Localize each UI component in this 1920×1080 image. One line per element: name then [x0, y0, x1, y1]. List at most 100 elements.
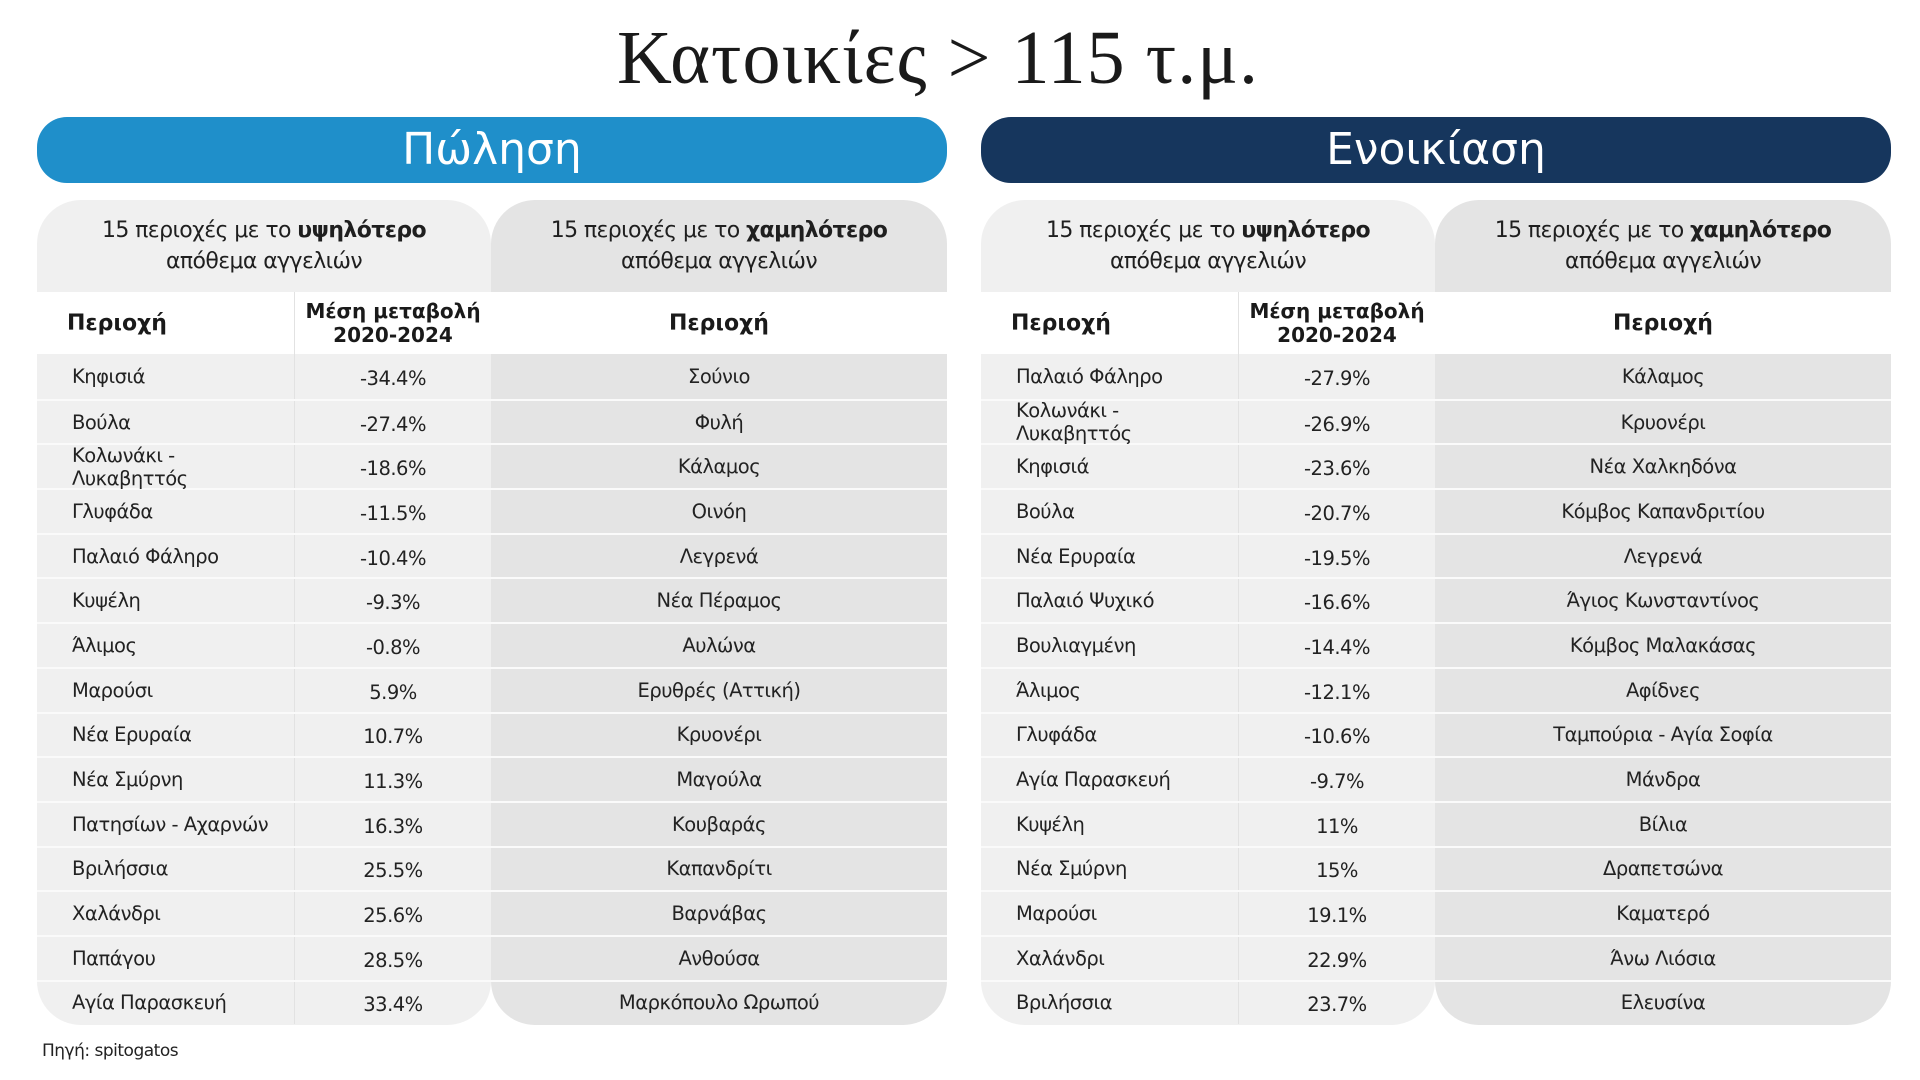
table-body: Κηφισιά -34.4% Βούλα -27.4% Κολωνάκι - Λυκαβ…	[37, 354, 491, 1025]
table-row: Λεγρενά	[491, 532, 947, 578]
average-change-value: -34.4%	[360, 366, 426, 390]
average-change-value: -27.9%	[1304, 366, 1370, 390]
average-change-value: 25.5%	[363, 859, 423, 883]
area-name: Άλιμος	[37, 624, 295, 667]
heading-prefix: 15 περιοχές με το	[1045, 218, 1242, 243]
area-name: Κάλαμος	[1621, 364, 1705, 388]
average-change-value: 25.6%	[363, 904, 423, 928]
column-header-change: Μέση μεταβολή 2020-2024	[295, 292, 491, 354]
average-change-value: -9.3%	[365, 591, 421, 615]
table-row: Κρυονέρι	[1435, 398, 1891, 444]
area-name: Παλαιό Ψυχικό	[981, 579, 1239, 623]
average-change-value: -0.8%	[365, 635, 421, 659]
table-body: Κάλαμος Κρυονέρι Νέα Χαλκηδόνα Κόμβος Καπαν…	[1435, 354, 1891, 1024]
column-header-row: Περιοχή	[491, 292, 947, 354]
rent-highest-stock-card: 15 περιοχές με το υψηλότερο απόθεμα αγγε…	[981, 200, 1435, 1025]
table-row: Οινόη	[491, 488, 947, 533]
average-change-value: -27.4%	[360, 412, 426, 436]
area-name: Αγία Παρασκευή	[981, 758, 1239, 801]
average-change-value: 10.7%	[363, 725, 423, 749]
source-note: Πηγή: spitogatos	[42, 1041, 179, 1061]
area-name: Αυλώνα	[682, 633, 756, 657]
area-name: Νέα Ερυραία	[37, 713, 295, 757]
table-row: Βούλα -20.7%	[981, 488, 1435, 533]
column-header-row: Περιοχή Μέση μεταβολή 2020-2024	[981, 292, 1435, 354]
area-name: Μαρούσι	[37, 668, 295, 712]
area-name: Παπάγου	[37, 936, 295, 980]
table-row: Αγία Παρασκευή -9.7%	[981, 756, 1435, 801]
table-row: Παπάγου 28.5%	[37, 934, 491, 980]
table-row: Καματερό	[1435, 890, 1891, 935]
heading-prefix: 15 περιοχές με το	[1494, 218, 1690, 243]
area-name: Μαρούσι	[981, 892, 1239, 935]
table-row: Άνω Λιόσια	[1435, 934, 1891, 980]
table-row: Κολωνάκι - Λυκαβηττός -26.9%	[981, 398, 1435, 445]
table-row: Μάνδρα	[1435, 756, 1891, 801]
area-name: Κυψέλη	[981, 802, 1239, 846]
table-body: Σούνιο Φυλή Κάλαμος Οινόη Λεγρενά Νέα Πέραμος…	[491, 354, 947, 1024]
area-name: Κόμβος Μαλακάσας	[1569, 633, 1757, 657]
area-name: Κάλαμος	[677, 455, 761, 479]
table-row: Άλιμος -12.1%	[981, 666, 1435, 712]
table-row: Ελευσίνα	[1435, 979, 1891, 1025]
average-change-value: -12.1%	[1304, 680, 1370, 704]
rent-lowest-stock-card: 15 περιοχές με το χαμηλότερο απόθεμα αγγ…	[1435, 200, 1891, 1025]
area-name: Γλυφάδα	[37, 490, 295, 533]
change-header-line2: 2020-2024	[333, 323, 453, 347]
change-header-line1: Μέση μεταβολή	[305, 299, 481, 323]
average-change-value: -23.6%	[1304, 457, 1370, 481]
table-row: Κουβαράς	[491, 800, 947, 846]
average-change-value: 16.3%	[363, 814, 423, 838]
area-name: Λεγρενά	[679, 544, 759, 568]
table-row: Γλυφάδα -11.5%	[37, 488, 491, 533]
table-row: Χαλάνδρι 25.6%	[37, 890, 491, 935]
change-header-line2: 2020-2024	[1277, 323, 1397, 347]
average-change-value: -26.9%	[1304, 412, 1370, 436]
table-row: Νέα Χαλκηδόνα	[1435, 443, 1891, 488]
area-name: Χαλάνδρι	[37, 892, 295, 935]
table-row: Μαγούλα	[491, 756, 947, 801]
heading-suffix: απόθεμα αγγελιών	[620, 249, 818, 274]
area-name: Άγιος Κωνσταντίνος	[1566, 589, 1760, 613]
table-row: Κόμβος Μαλακάσας	[1435, 622, 1891, 667]
rent-section: Ενοικίαση 15 περιοχές με το υψηλότερο απ…	[981, 117, 1891, 1025]
area-name: Κηφισιά	[981, 445, 1239, 489]
heading-suffix: απόθεμα αγγελιών	[1109, 249, 1307, 274]
area-name: Κρυονέρι	[1620, 410, 1706, 434]
average-change-value: -9.7%	[1309, 770, 1365, 794]
rent-band-header: Ενοικίαση	[981, 117, 1891, 183]
area-name: Άνω Λιόσια	[1610, 946, 1716, 970]
area-name: Μάνδρα	[1625, 768, 1701, 792]
area-name: Νέα Ερυραία	[981, 534, 1239, 578]
heading-suffix: απόθεμα αγγελιών	[1564, 249, 1762, 274]
area-name: Φυλή	[694, 410, 744, 434]
table-row: Κρυονέρι	[491, 711, 947, 757]
area-name: Σούνιο	[688, 364, 750, 388]
table-row: Παλαιό Φάληρο -27.9%	[981, 354, 1435, 399]
heading-bold: χαμηλότερο	[1689, 218, 1832, 243]
area-name: Ελευσίνα	[1620, 991, 1706, 1015]
area-name: Αφίδνες	[1625, 678, 1701, 702]
average-change-value: -14.4%	[1304, 635, 1370, 659]
table-row: Πατησίων - Αχαρνών 16.3%	[37, 800, 491, 846]
table-row: Βούλα -27.4%	[37, 398, 491, 444]
area-name: Λεγρενά	[1623, 544, 1703, 568]
table-row: Αφίδνες	[1435, 666, 1891, 712]
average-change-value: -10.4%	[360, 546, 426, 570]
average-change-value: -18.6%	[360, 457, 426, 481]
area-name: Βριλήσσια	[981, 981, 1239, 1025]
table-row: Αγία Παρασκευή 33.4%	[37, 979, 491, 1025]
sale-band-header: Πώληση	[37, 117, 947, 183]
table-row: Χαλάνδρι 22.9%	[981, 934, 1435, 980]
column-header-change: Μέση μεταβολή 2020-2024	[1239, 292, 1435, 354]
average-change-value: 19.1%	[1307, 904, 1367, 928]
sale-section: Πώληση 15 περιοχές με το υψηλότερο απόθε…	[37, 117, 947, 1025]
area-name: Βουλιαγμένη	[981, 624, 1239, 667]
area-name: Βίλια	[1638, 812, 1688, 836]
area-name: Καπανδρίτι	[666, 857, 772, 881]
table-body: Παλαιό Φάληρο -27.9% Κολωνάκι - Λυκαβηττός…	[981, 354, 1435, 1025]
table-row: Δραπετσώνα	[1435, 845, 1891, 891]
area-name: Γλυφάδα	[981, 713, 1239, 757]
table-row: Κυψέλη 11%	[981, 800, 1435, 846]
table-row: Βριλήσσια 23.7%	[981, 979, 1435, 1025]
